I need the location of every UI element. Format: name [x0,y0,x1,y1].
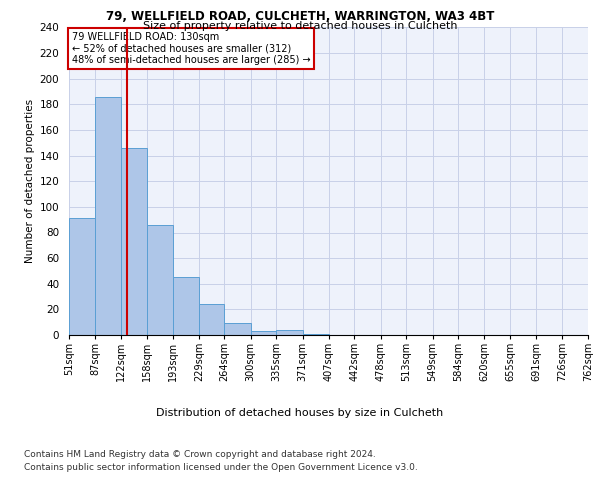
Bar [277,330,302,335]
Bar [69,218,95,335]
Bar [121,148,147,335]
Text: Size of property relative to detached houses in Culcheth: Size of property relative to detached ho… [143,21,457,31]
Y-axis label: Number of detached properties: Number of detached properties [25,99,35,264]
Bar [199,304,224,335]
Bar [95,96,121,335]
Bar [302,334,329,335]
Text: Contains HM Land Registry data © Crown copyright and database right 2024.: Contains HM Land Registry data © Crown c… [24,450,376,459]
Text: Contains public sector information licensed under the Open Government Licence v3: Contains public sector information licen… [24,462,418,471]
Text: 79, WELLFIELD ROAD, CULCHETH, WARRINGTON, WA3 4BT: 79, WELLFIELD ROAD, CULCHETH, WARRINGTON… [106,10,494,24]
Text: Distribution of detached houses by size in Culcheth: Distribution of detached houses by size … [157,408,443,418]
Bar [251,331,277,335]
Text: 79 WELLFIELD ROAD: 130sqm
← 52% of detached houses are smaller (312)
48% of semi: 79 WELLFIELD ROAD: 130sqm ← 52% of detac… [71,32,310,66]
Bar [147,225,173,335]
Bar [173,278,199,335]
Bar [224,324,251,335]
